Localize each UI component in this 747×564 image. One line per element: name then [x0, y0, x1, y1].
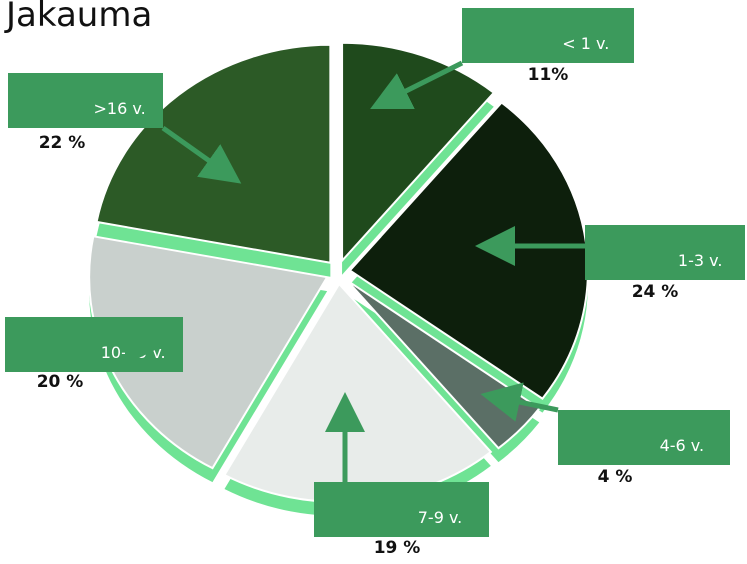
pointer-arrow: [480, 382, 559, 422]
category-label: 4-6 v.: [660, 436, 705, 455]
value-label: 24 %: [632, 282, 679, 302]
pointer-arrow: [161, 125, 242, 184]
chart-title: Jakauma: [4, 0, 152, 35]
label-box: [5, 317, 183, 372]
category-label: >16 v.: [94, 99, 146, 118]
label-box: [462, 8, 634, 63]
category-label: 10-15 v.: [101, 343, 166, 362]
labels: < 1 v. 11% 1-3 v. 24 % 4-6 v. 4 % 7-9 v. 19 % 10…: [5, 8, 745, 558]
value-label: 4 %: [598, 467, 633, 487]
value-label: 19 %: [374, 538, 421, 558]
category-label: < 1 v.: [562, 34, 609, 53]
label-box: [585, 225, 745, 280]
label-box: [314, 482, 489, 537]
value-label: 20 %: [37, 372, 84, 392]
pie: [88, 41, 589, 516]
value-label: 22 %: [39, 133, 86, 153]
category-label: 7-9 v.: [418, 508, 463, 527]
category-label: 1-3 v.: [678, 251, 723, 270]
label-box: [558, 410, 730, 465]
label-box: [8, 73, 163, 128]
pointer-arrow: [370, 60, 464, 109]
value-label: 11%: [528, 65, 569, 85]
